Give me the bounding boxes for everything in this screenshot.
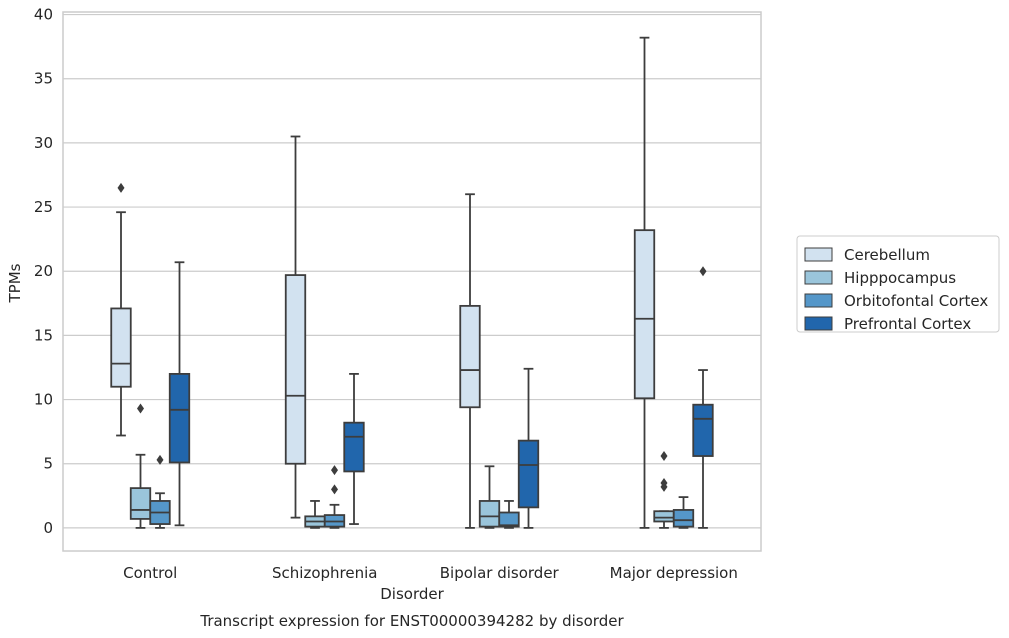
outlier-point — [156, 454, 164, 465]
box-hipppocampus — [304, 500, 326, 529]
outlier-point — [137, 403, 144, 414]
box-orbitofontal-cortex — [672, 496, 695, 529]
box-body — [498, 511, 520, 528]
y-tick-label: 20 — [34, 262, 53, 280]
box-hipppocampus — [129, 403, 152, 529]
box-body — [672, 509, 695, 528]
outlier-point — [331, 484, 338, 495]
y-tick-label: 5 — [43, 455, 53, 473]
legend-frame — [796, 235, 1000, 333]
box-body — [459, 304, 481, 409]
box-body — [517, 439, 540, 509]
outlier-point — [331, 465, 338, 476]
box-prefrontal-cortex — [517, 367, 540, 529]
y-axis-label: TPMs — [6, 263, 24, 303]
outlier-point — [699, 266, 707, 277]
x-tick-label: Schizophrenia — [272, 564, 377, 582]
legend-label: Prefrontal Cortex — [844, 315, 971, 333]
box-prefrontal-cortex — [168, 261, 191, 527]
legend: Cerebellum Hipppocampus Orbitofontal Corte… — [796, 235, 1000, 333]
x-tick-label: Control — [123, 564, 177, 582]
box-cerebellum — [459, 193, 481, 529]
grid-lines — [63, 13, 761, 529]
x-axis-label: Disorder — [380, 585, 444, 603]
y-tick-label: 0 — [43, 519, 53, 537]
legend-label: Cerebellum — [844, 246, 930, 264]
legend-swatch — [804, 247, 833, 262]
box-body — [653, 510, 675, 523]
box-cerebellum — [110, 182, 132, 437]
y-tick-label: 40 — [34, 6, 53, 24]
y-tick-label: 30 — [34, 134, 53, 152]
outlier-point — [660, 451, 668, 462]
box-body — [633, 229, 656, 400]
plot-area — [110, 36, 714, 529]
y-tick-label: 15 — [34, 326, 53, 344]
box-body — [343, 421, 365, 473]
box-orbitofontal-cortex — [498, 500, 520, 529]
legend-swatch — [804, 316, 833, 331]
box-body — [692, 403, 714, 457]
outlier-point — [117, 182, 125, 193]
box-body — [168, 372, 191, 464]
legend-swatch — [804, 270, 833, 285]
box-hipppocampus — [653, 451, 675, 529]
box-body — [284, 274, 307, 465]
outlier-point — [660, 477, 668, 488]
y-axis-ticks: 0 5 10 15 20 25 30 35 40 — [34, 6, 53, 537]
y-tick-label: 35 — [34, 70, 53, 88]
box-cerebellum — [284, 135, 307, 519]
x-axis-ticks: Control Schizophrenia Bipolar disorder Majo… — [123, 564, 738, 582]
chart-caption: Transcript expression for ENST0000039428… — [199, 612, 624, 630]
box-orbitofontal-cortex — [323, 465, 346, 529]
box-prefrontal-cortex — [692, 266, 714, 529]
y-tick-label: 10 — [34, 391, 53, 409]
y-tick-label: 25 — [34, 198, 53, 216]
box-cerebellum — [633, 36, 656, 529]
box-prefrontal-cortex — [343, 372, 365, 525]
x-tick-label: Major depression — [610, 564, 738, 582]
box-body — [129, 487, 152, 520]
legend-swatch — [804, 293, 833, 308]
box-orbitofontal-cortex — [149, 454, 171, 529]
plot-frame — [62, 11, 762, 552]
x-tick-label: Bipolar disorder — [440, 564, 560, 582]
box-body — [478, 500, 501, 528]
legend-label: Hipppocampus — [844, 269, 956, 287]
box-body — [110, 307, 132, 388]
box-hipppocampus — [478, 465, 501, 529]
legend-label: Orbitofontal Cortex — [844, 292, 988, 310]
